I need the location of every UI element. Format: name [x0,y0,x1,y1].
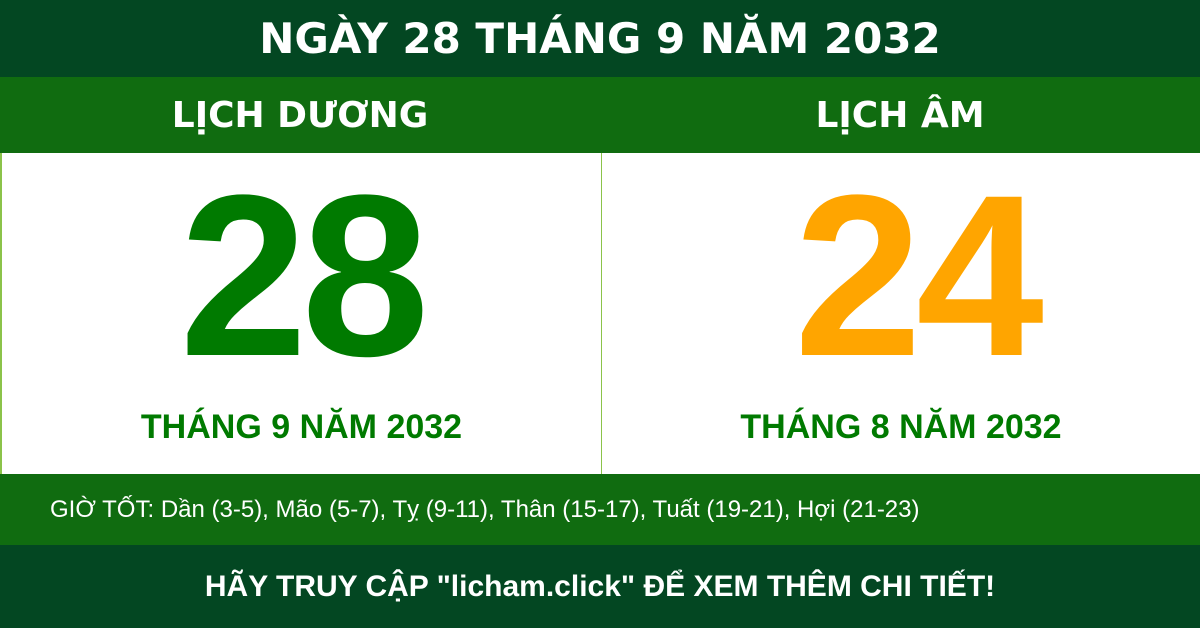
lunar-calendar-label: LỊCH ÂM [815,94,985,136]
page-title: NGÀY 28 THÁNG 9 NĂM 2032 [0,0,1200,77]
solar-column: 28 THÁNG 9 NĂM 2032 [2,153,601,474]
solar-calendar-label: LỊCH DƯƠNG [171,94,429,136]
solar-month-year: THÁNG 9 NĂM 2032 [140,408,463,446]
date-panel: 28 THÁNG 9 NĂM 2032 24 THÁNG 8 NĂM 2032 [0,153,1200,474]
lunar-month-year: THÁNG 8 NĂM 2032 [740,408,1062,446]
lunar-column: 24 THÁNG 8 NĂM 2032 [601,153,1200,474]
good-hours: GIỜ TỐT: Dần (3-5), Mão (5-7), Tỵ (9-11)… [0,474,1200,545]
lunar-day: 24 [794,153,1044,404]
calendar-type-band: LỊCH DƯƠNG LỊCH ÂM [0,77,1200,153]
footer-cta: HÃY TRUY CẬP "licham.click" ĐỂ XEM THÊM … [0,545,1200,628]
solar-day: 28 [179,153,430,404]
